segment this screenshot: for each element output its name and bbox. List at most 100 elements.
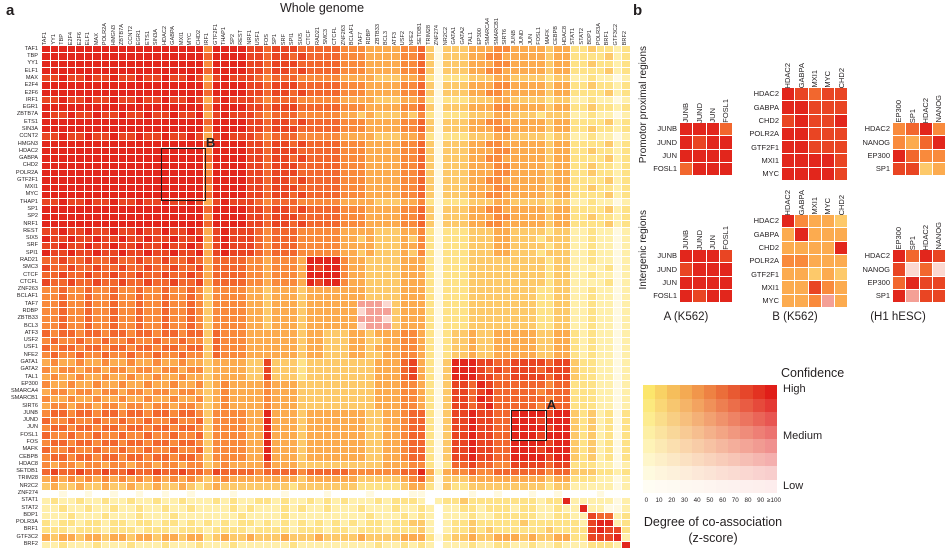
heatmap-cell: [221, 53, 229, 60]
heatmap-cell: [579, 381, 588, 388]
heatmap-cell: [366, 527, 374, 534]
heatmap-cell: [170, 104, 178, 111]
heatmap-cell: [562, 242, 571, 250]
heatmap-cell: [212, 286, 221, 293]
heatmap-cell: [511, 301, 520, 308]
heatmap-cell: [110, 133, 118, 140]
heatmap-cell: [101, 67, 110, 75]
heatmap-cell: [118, 213, 127, 220]
column-label: SMARCB1: [493, 17, 500, 45]
heatmap-cell: [502, 301, 511, 308]
heatmap-cell: [272, 344, 280, 352]
heatmap-cell: [545, 483, 554, 490]
heatmap-cell: [59, 330, 67, 337]
heatmap-cell: [59, 315, 67, 322]
submap-row-label: FOSL1: [653, 164, 677, 174]
heatmap-cell: [588, 505, 596, 512]
heatmap-cell: [84, 337, 93, 344]
heatmap-cell: [76, 235, 84, 242]
heatmap-cell: [443, 425, 451, 432]
heatmap-cell: [118, 271, 127, 279]
heatmap-cell: [477, 417, 485, 425]
heatmap-cell: [477, 118, 485, 126]
heatmap-cell: [42, 286, 50, 293]
heatmap-cell: [622, 75, 630, 82]
heatmap-cell: [520, 439, 528, 446]
heatmap-cell: [229, 162, 238, 169]
heatmap-cell: [426, 330, 434, 337]
heatmap-cell: [263, 228, 272, 235]
heatmap-cell: [417, 148, 426, 155]
heatmap-cell: [579, 242, 588, 250]
heatmap-cell: [596, 293, 605, 301]
heatmap-cell: [613, 490, 622, 497]
heatmap-cell: [187, 454, 195, 461]
heatmap-cell: [315, 155, 323, 162]
heatmap-cell: [246, 410, 255, 417]
heatmap-cell: [579, 140, 588, 148]
heatmap-cell: [332, 417, 340, 425]
heatmap-cell: [263, 301, 272, 308]
heatmap-cell: [409, 410, 417, 417]
heatmap-cell: [315, 67, 323, 75]
heatmap-cell: [298, 250, 306, 257]
heatmap-cell: [460, 177, 468, 184]
heatmap-cell: [520, 148, 528, 155]
heatmap-cell: [451, 432, 460, 439]
heatmap-cell: [144, 75, 152, 82]
heatmap-cell: [298, 162, 306, 169]
heatmap-cell: [229, 497, 238, 505]
heatmap-cell: [613, 461, 622, 468]
heatmap-cell: [400, 126, 409, 133]
heatmap-cell: [298, 374, 306, 381]
heatmap-cell: [366, 118, 374, 126]
heatmap-cell: [426, 177, 434, 184]
heatmap-cell: [101, 228, 110, 235]
heatmap-cell: [520, 403, 528, 410]
heatmap-cell: [571, 410, 579, 417]
heatmap-cell: [528, 381, 537, 388]
heatmap-cell: [537, 490, 545, 497]
heatmap-cell: [84, 75, 93, 82]
heatmap-cell: [511, 206, 520, 213]
heatmap-cell: [400, 111, 409, 118]
heatmap-cell: [187, 155, 195, 162]
heatmap-cell: [494, 242, 502, 250]
heatmap-cell: [579, 374, 588, 381]
heatmap-cell: [409, 512, 417, 519]
heatmap-cell: [605, 199, 613, 206]
heatmap-cell: [263, 468, 272, 476]
column-label-slot: ZNF263: [340, 3, 349, 45]
heatmap-cell: [212, 75, 221, 82]
heatmap-cell: [144, 293, 152, 301]
heatmap-cell: [579, 344, 588, 352]
heatmap-cell: [374, 53, 383, 60]
column-label-slot: GTF3C2: [613, 3, 622, 45]
heatmap-cell: [417, 89, 426, 97]
heatmap-cell: [50, 293, 59, 301]
heatmap-cell: [204, 220, 212, 228]
heatmap-cell: [622, 271, 630, 279]
heatmap-cell: [84, 213, 93, 220]
heatmap-cell: [93, 293, 101, 301]
heatmap-cell: [502, 454, 511, 461]
heatmap-cell: [161, 169, 170, 177]
heatmap-cell: [451, 126, 460, 133]
heatmap-cell: [588, 242, 596, 250]
heatmap-cell: [357, 184, 366, 191]
heatmap-cell: [554, 148, 562, 155]
heatmap-cell: [289, 505, 298, 512]
heatmap-cell: [528, 60, 537, 67]
heatmap-cell: [520, 271, 528, 279]
heatmap-cell: [443, 257, 451, 264]
heatmap-cell: [537, 155, 545, 162]
heatmap-cell: [537, 541, 545, 548]
heatmap-cell: [349, 53, 357, 60]
heatmap-cell: [50, 250, 59, 257]
heatmap-cell: [562, 257, 571, 264]
heatmap-cell: [400, 75, 409, 82]
heatmap-cell: [42, 381, 50, 388]
heatmap-cell: [502, 286, 511, 293]
heatmap-cell: [477, 279, 485, 286]
heatmap-cell: [212, 169, 221, 177]
